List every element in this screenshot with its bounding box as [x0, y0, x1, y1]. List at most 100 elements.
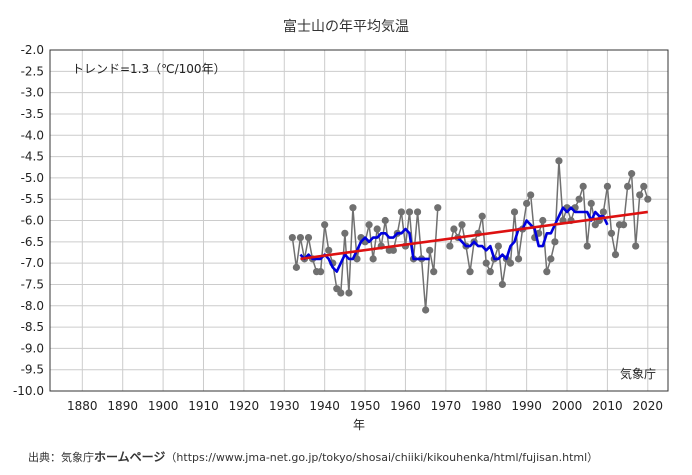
annual-point — [292, 263, 300, 271]
annual-point — [636, 191, 644, 199]
annual-point — [397, 208, 406, 216]
annual-point — [624, 182, 632, 190]
y-tick-label: -8.0 — [21, 299, 44, 313]
agency-annotation: 気象庁 — [620, 366, 656, 381]
source-url: （https://www.jma-net.go.jp/tokyo/shosai/… — [165, 451, 599, 464]
annual-point — [389, 246, 397, 254]
trend-annotation: トレンド=1.3（℃/100年） — [72, 62, 226, 76]
annual-point — [317, 268, 325, 276]
annual-point — [446, 242, 454, 250]
annual-point — [539, 216, 547, 225]
x-tick-label: 1940 — [309, 399, 340, 413]
annual-point — [296, 233, 305, 242]
y-tick-label: -7.0 — [21, 256, 44, 270]
annual-point — [325, 246, 333, 254]
y-tick-label: -4.0 — [21, 128, 44, 142]
y-tick-label: -9.0 — [21, 341, 44, 355]
trend-line — [300, 210, 648, 261]
annual-point — [575, 195, 583, 203]
y-tick-label: -6.5 — [21, 235, 44, 249]
y-tick-label: -3.0 — [21, 86, 44, 100]
chart-title: 富士山の年平均気温 — [283, 19, 409, 35]
annual-point — [405, 208, 414, 216]
annual-point — [510, 208, 519, 216]
y-tick-label: -5.0 — [21, 171, 44, 185]
annual-point — [478, 212, 486, 220]
x-tick-label: 1880 — [67, 399, 98, 413]
moving-average-line — [299, 227, 430, 273]
annual-point — [514, 255, 523, 263]
annual-point — [341, 229, 349, 237]
x-tick-label: 1920 — [229, 399, 260, 413]
annual-point — [304, 233, 313, 242]
y-tick-label: -2.5 — [21, 64, 44, 78]
annual-point — [466, 268, 474, 276]
y-tick-label: -9.5 — [21, 363, 44, 377]
x-tick-label: 1980 — [471, 399, 502, 413]
annual-point — [413, 208, 422, 216]
annual-point — [458, 221, 466, 229]
annual-point — [482, 259, 490, 267]
x-tick-label: 1970 — [431, 399, 462, 413]
annual-point — [288, 233, 296, 242]
x-tick-label: 1930 — [269, 399, 300, 413]
annual-point — [543, 268, 551, 276]
x-tick-label: 1910 — [188, 399, 219, 413]
annual-point — [632, 242, 640, 250]
annual-point — [607, 229, 616, 237]
x-tick-label: 1900 — [148, 399, 179, 413]
annual-point — [422, 306, 430, 314]
annual-point — [599, 208, 607, 216]
annual-point — [523, 199, 531, 208]
annual-point — [369, 255, 377, 263]
annual-point — [619, 221, 628, 229]
x-tick-label: 1890 — [107, 399, 138, 413]
annual-point — [321, 221, 329, 229]
annual-point — [547, 255, 555, 263]
annual-point — [551, 238, 559, 246]
annual-point — [450, 225, 458, 233]
annual-point — [430, 268, 438, 276]
annual-point — [527, 191, 535, 199]
x-tick-label: 1960 — [390, 399, 421, 413]
annual-point — [506, 259, 515, 267]
annual-point — [365, 221, 373, 229]
annual-point — [644, 195, 652, 203]
x-tick-label: 1990 — [511, 399, 542, 413]
annual-point — [486, 268, 494, 276]
annual-point — [640, 182, 648, 190]
annual-point — [345, 289, 353, 297]
annual-point — [555, 157, 563, 165]
x-axis-label: 年 — [353, 418, 365, 432]
y-tick-label: -6.0 — [21, 214, 44, 228]
annual-point — [381, 216, 389, 225]
x-tick-label: 2010 — [592, 399, 623, 413]
annual-point — [426, 246, 434, 254]
annual-series-line — [449, 160, 649, 285]
y-tick-label: -8.5 — [21, 320, 44, 334]
source-credit: 出典：気象庁ホームページ（https://www.jma-net.go.jp/t… — [28, 448, 598, 465]
x-tick-label: 1950 — [350, 399, 381, 413]
annual-point — [337, 289, 345, 297]
plot-frame — [49, 49, 669, 392]
y-tick-label: -2.0 — [21, 43, 44, 57]
annual-point — [498, 280, 506, 289]
y-tick-label: -7.5 — [21, 277, 44, 291]
annual-point — [494, 242, 502, 250]
annual-point — [611, 251, 620, 259]
source-homepage: ホームページ — [94, 450, 166, 464]
annual-point — [349, 204, 357, 212]
annual-point — [603, 182, 612, 190]
y-tick-label: -3.5 — [21, 107, 44, 121]
annual-point — [583, 242, 591, 250]
annual-point — [579, 182, 587, 190]
annual-point — [587, 199, 595, 208]
annual-point — [628, 170, 636, 178]
y-tick-label: -10.0 — [13, 384, 44, 398]
y-tick-label: -4.5 — [21, 150, 44, 164]
x-tick-label: 2020 — [633, 399, 664, 413]
x-tick-label: 2000 — [552, 399, 583, 413]
source-prefix: 出典：気象庁 — [28, 451, 94, 464]
annual-point — [434, 204, 442, 212]
